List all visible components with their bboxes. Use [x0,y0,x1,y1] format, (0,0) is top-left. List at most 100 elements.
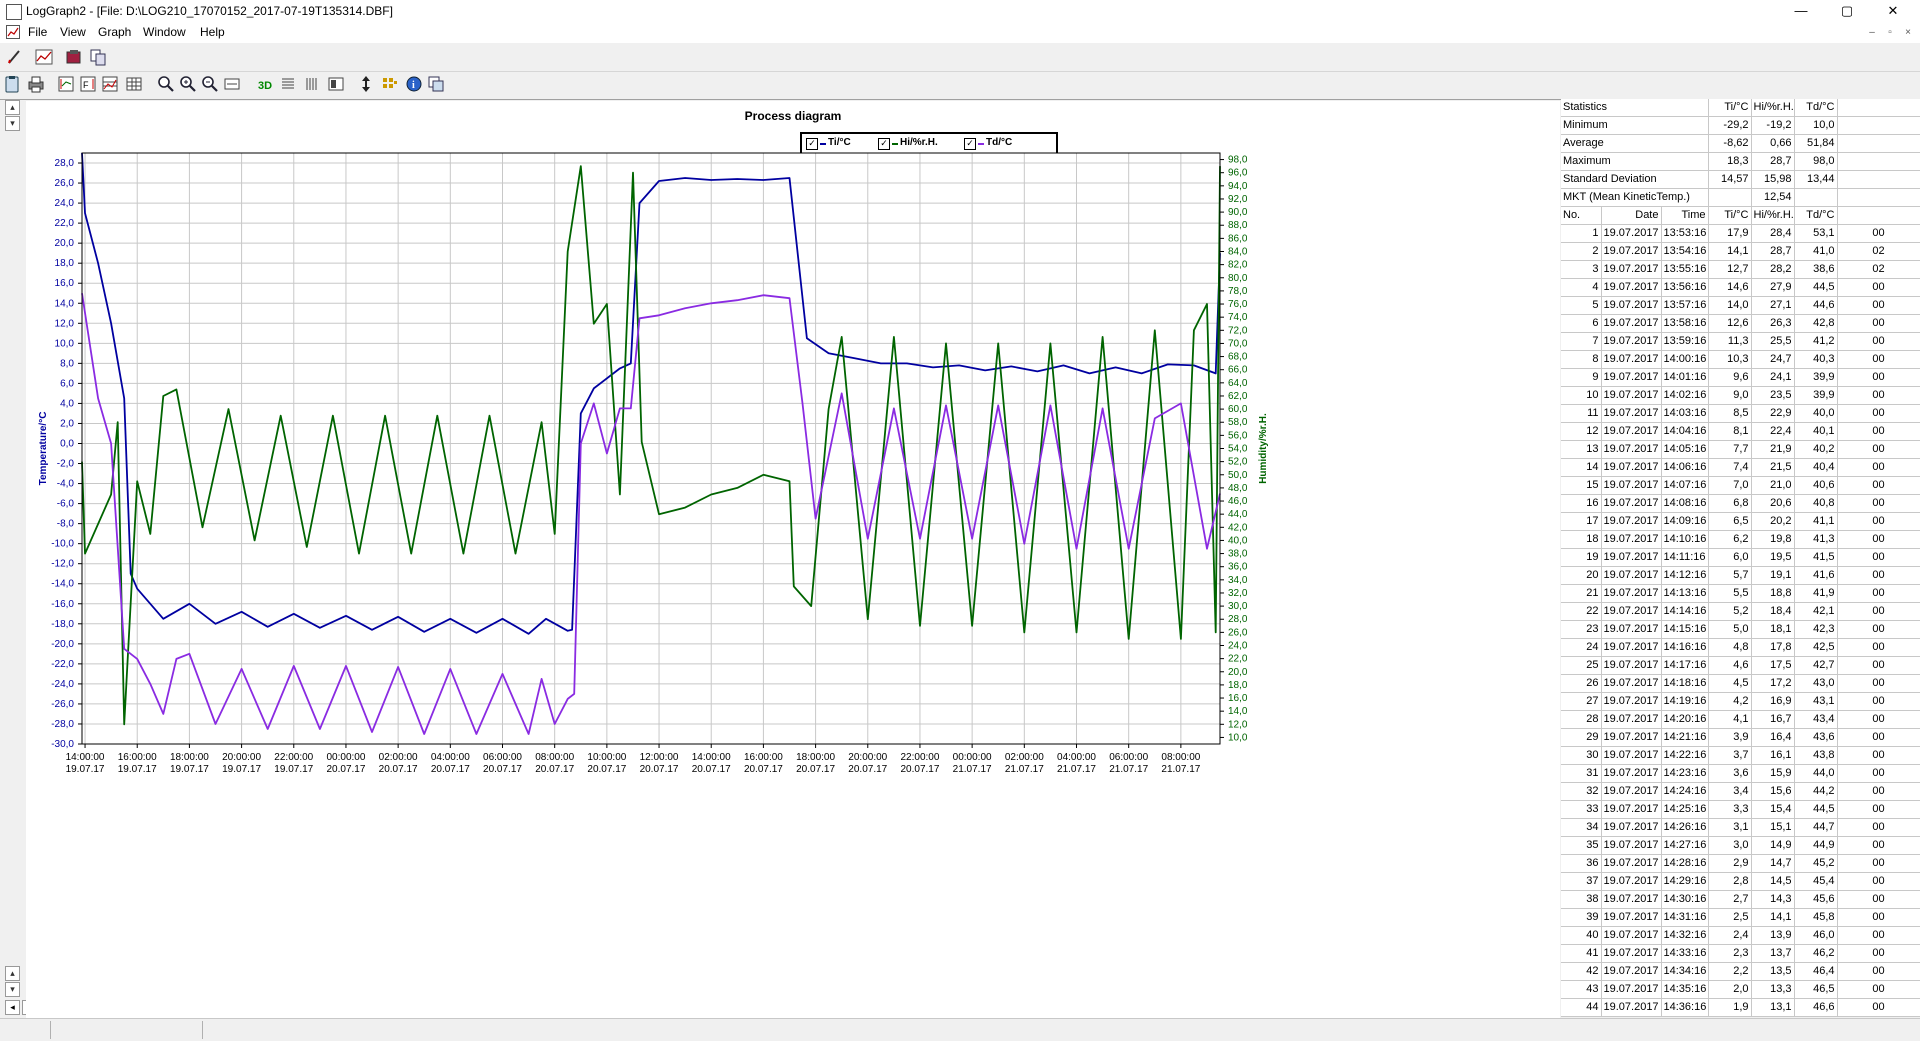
table-row[interactable]: 14 19.07.2017 14:06:16 7,4 21,5 40,4 00 [1561,458,1920,477]
table-row[interactable]: 33 19.07.2017 14:25:16 3,3 15,4 44,5 00 [1561,800,1920,819]
mdi-close-button[interactable]: × [1905,27,1911,38]
vertical-lines-icon[interactable] [302,74,322,94]
3d-view-icon[interactable]: 3D [256,74,276,94]
zoom-out-icon[interactable] [200,74,220,94]
table-row[interactable]: 7 19.07.2017 13:59:16 11,3 25,5 41,2 00 [1561,332,1920,351]
frame-icon[interactable] [326,74,346,94]
table-row[interactable]: 23 19.07.2017 14:15:16 5,0 18,1 42,3 00 [1561,620,1920,639]
table-row[interactable]: 38 19.07.2017 14:30:16 2,7 14,3 45,6 00 [1561,890,1920,909]
table-row[interactable]: 24 19.07.2017 14:16:16 4,8 17,8 42,5 00 [1561,638,1920,657]
table-row[interactable]: 30 19.07.2017 14:22:16 3,7 16,1 43,8 00 [1561,746,1920,765]
readout-device-icon[interactable] [64,47,84,67]
zoom-in-icon[interactable] [178,74,198,94]
scroll-up-bottom-button[interactable]: ▴ [5,966,20,981]
grid-lines-icon[interactable] [100,74,120,94]
table-row[interactable]: 25 19.07.2017 14:17:16 4,6 17,5 42,7 00 [1561,656,1920,675]
table-row[interactable]: 11 19.07.2017 14:03:16 8,5 22,9 40,0 00 [1561,404,1920,423]
maximize-button[interactable]: ▢ [1840,3,1854,18]
table-row[interactable]: 21 19.07.2017 14:13:16 5,5 18,8 41,9 00 [1561,584,1920,603]
legend-checkbox-ti[interactable]: ✓ [806,138,818,150]
scroll-up-button[interactable]: ▴ [5,100,20,115]
table-row[interactable]: 5 19.07.2017 13:57:16 14,0 27,1 44,6 00 [1561,296,1920,315]
clipboard-icon[interactable] [2,74,22,94]
table-row[interactable]: 10 19.07.2017 14:02:16 9,0 23,5 39,9 00 [1561,386,1920,405]
table-row[interactable]: 17 19.07.2017 14:09:16 6,5 20,2 41,1 00 [1561,512,1920,531]
table-cell: 00 [1837,764,1920,783]
table-row[interactable]: 15 19.07.2017 14:07:16 7,0 21,0 40,6 00 [1561,476,1920,495]
menu-help[interactable]: Help [200,25,225,39]
table-row[interactable]: 4 19.07.2017 13:56:16 14,6 27,9 44,5 00 [1561,278,1920,297]
scroll-down-button[interactable]: ▾ [5,116,20,131]
fit-icon[interactable] [222,74,242,94]
minimize-button[interactable]: — [1794,3,1808,18]
mdi-minimize-button[interactable]: – [1869,27,1875,38]
table-row[interactable]: 44 19.07.2017 14:36:16 1,9 13,1 46,6 00 [1561,998,1920,1017]
table-view-icon[interactable] [124,74,144,94]
table-row[interactable]: 22 19.07.2017 14:14:16 5,2 18,4 42,1 00 [1561,602,1920,621]
table-row[interactable]: 37 19.07.2017 14:29:16 2,8 14,5 45,4 00 [1561,872,1920,891]
table-row[interactable]: 18 19.07.2017 14:10:16 6,2 19,8 41,3 00 [1561,530,1920,549]
table-row[interactable]: 40 19.07.2017 14:32:16 2,4 13,9 46,0 00 [1561,926,1920,945]
x-tick-date-label: 20.07.17 [587,764,626,775]
markers-icon[interactable] [380,74,400,94]
y-right-tick-label: 76,0 [1228,299,1248,310]
table-row[interactable]: 43 19.07.2017 14:35:16 2,0 13,3 46,5 00 [1561,980,1920,999]
menu-file[interactable]: File [28,25,48,39]
copy-window-icon[interactable] [426,74,446,94]
zoom-icon[interactable] [156,74,176,94]
table-row[interactable]: 20 19.07.2017 14:12:16 5,7 19,1 41,6 00 [1561,566,1920,585]
menu-view[interactable]: View [60,25,86,39]
table-row[interactable]: 1 19.07.2017 13:53:16 17,9 28,4 53,1 00 [1561,224,1920,243]
table-row[interactable]: 27 19.07.2017 14:19:16 4,2 16,9 43,1 00 [1561,692,1920,711]
menu-window[interactable]: Window [143,25,186,39]
table-row[interactable]: 31 19.07.2017 14:23:16 3,6 15,9 44,0 00 [1561,764,1920,783]
nav-left-button[interactable]: ◂ [5,1000,20,1015]
vertical-scale-icon[interactable] [356,74,376,94]
table-row[interactable]: 32 19.07.2017 14:24:16 3,4 15,6 44,2 00 [1561,782,1920,801]
table-row[interactable]: 34 19.07.2017 14:26:16 3,1 15,1 44,7 00 [1561,818,1920,837]
axis-right-icon[interactable]: F [78,74,98,94]
table-row[interactable]: 16 19.07.2017 14:08:16 6,8 20,6 40,8 00 [1561,494,1920,513]
table-row[interactable]: 36 19.07.2017 14:28:16 2,9 14,7 45,2 00 [1561,854,1920,873]
copy-icon[interactable] [88,47,108,67]
x-tick-time-label: 00:00:00 [953,752,992,763]
table-row[interactable]: 6 19.07.2017 13:58:16 12,6 26,3 42,8 00 [1561,314,1920,333]
table-row[interactable]: 39 19.07.2017 14:31:16 2,5 14,1 45,8 00 [1561,908,1920,927]
table-cell: 19.07.2017 [1601,800,1662,819]
table-row[interactable]: 3 19.07.2017 13:55:16 12,7 28,2 38,6 02 [1561,260,1920,279]
process-diagram-chart[interactable]: 28,0 26,0 24,0 22,0 20,0 18,0 16,0 14,0 12,0 10,0… [26,101,1560,1019]
table-row[interactable]: 13 19.07.2017 14:05:16 7,7 21,9 40,2 00 [1561,440,1920,459]
x-tick-date-label: 21.07.17 [1057,764,1096,775]
table-row[interactable]: 42 19.07.2017 14:34:16 2,2 13,5 46,4 00 [1561,962,1920,981]
scroll-down-bottom-button[interactable]: ▾ [5,982,20,997]
graph-icon[interactable] [34,47,54,67]
legend-label-td: Td/°C [986,137,1013,148]
close-button[interactable]: ✕ [1887,3,1899,18]
table-row[interactable]: 19 19.07.2017 14:11:16 6,0 19,5 41,5 00 [1561,548,1920,567]
table-row[interactable]: 9 19.07.2017 14:01:16 9,6 24,1 39,9 00 [1561,368,1920,387]
statistics-cell: MKT (Mean KineticTemp.) [1561,188,1709,207]
table-row[interactable]: 8 19.07.2017 14:00:16 10,3 24,7 40,3 00 [1561,350,1920,369]
pen-icon[interactable] [4,47,24,67]
table-row[interactable]: 35 19.07.2017 14:27:16 3,0 14,9 44,9 00 [1561,836,1920,855]
menu-bar: File View Graph Window Help – ▫ × [0,22,1920,43]
legend-checkbox-hi[interactable]: ✓ [878,138,890,150]
table-row[interactable]: 26 19.07.2017 14:18:16 4,5 17,2 43,0 00 [1561,674,1920,693]
table-row[interactable]: 12 19.07.2017 14:04:16 8,1 22,4 40,1 00 [1561,422,1920,441]
menu-graph[interactable]: Graph [98,25,132,39]
legend-checkbox-td[interactable]: ✓ [964,138,976,150]
horizontal-lines-icon[interactable] [278,74,298,94]
table-row[interactable]: 41 19.07.2017 14:33:16 2,3 13,7 46,2 00 [1561,944,1920,963]
table-cell: 00 [1837,368,1920,387]
table-row[interactable]: 29 19.07.2017 14:21:16 3,9 16,4 43,6 00 [1561,728,1920,747]
axis-left-icon[interactable] [56,74,76,94]
mdi-restore-button[interactable]: ▫ [1888,27,1892,38]
table-row[interactable]: 2 19.07.2017 13:54:16 14,1 28,7 41,0 02 [1561,242,1920,261]
table-cell: 3 [1561,260,1602,279]
info-icon[interactable]: i [404,74,424,94]
document-icon[interactable] [6,25,20,39]
table-cell: 13,7 [1751,944,1795,963]
table-cell: 00 [1837,476,1920,495]
table-row[interactable]: 28 19.07.2017 14:20:16 4,1 16,7 43,4 00 [1561,710,1920,729]
print-icon[interactable] [26,74,46,94]
